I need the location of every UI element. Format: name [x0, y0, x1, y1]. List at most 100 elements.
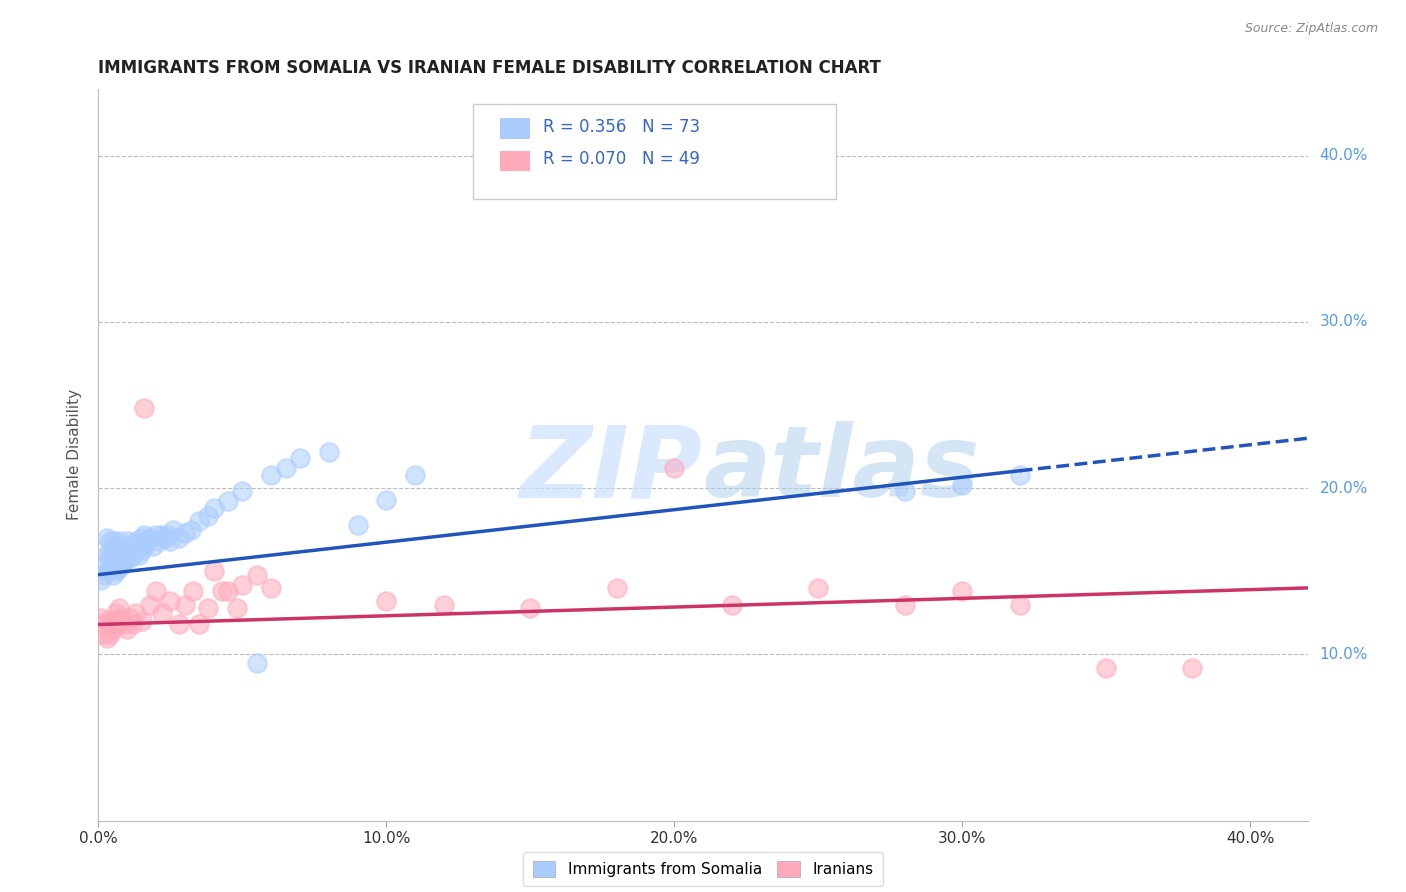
Point: [433, 598, 456, 612]
Point: [98, 561, 121, 575]
Text: 40.0%: 40.0%: [1320, 148, 1368, 163]
Point: [110, 611, 132, 625]
Point: [246, 656, 269, 670]
Point: [159, 534, 181, 549]
Text: R = 0.070   N = 49: R = 0.070 N = 49: [543, 150, 700, 168]
Point: [115, 551, 138, 566]
Point: [260, 581, 283, 595]
Point: [167, 531, 190, 545]
Point: [142, 539, 165, 553]
Point: [107, 548, 129, 562]
Point: [101, 534, 124, 549]
Point: [318, 444, 340, 458]
Point: [128, 539, 150, 553]
Point: [139, 531, 162, 545]
Point: [606, 581, 628, 595]
Point: [893, 484, 915, 499]
FancyBboxPatch shape: [501, 151, 530, 171]
Point: [145, 584, 167, 599]
Point: [131, 614, 153, 628]
Point: [211, 584, 233, 599]
Point: [98, 551, 121, 566]
Point: [346, 517, 368, 532]
Point: [231, 577, 253, 591]
FancyBboxPatch shape: [474, 103, 837, 199]
Point: [104, 539, 127, 553]
Text: Source: ZipAtlas.com: Source: ZipAtlas.com: [1244, 22, 1378, 36]
Point: [101, 544, 124, 558]
Point: [183, 584, 205, 599]
Point: [115, 623, 138, 637]
Point: [107, 534, 129, 549]
Text: 10.0%: 10.0%: [1320, 647, 1368, 662]
Point: [96, 631, 118, 645]
Point: [115, 544, 138, 558]
Y-axis label: Female Disability: Female Disability: [66, 389, 82, 521]
Point: [115, 534, 138, 549]
Point: [134, 401, 156, 416]
Text: atlas: atlas: [703, 421, 980, 518]
Point: [110, 556, 132, 570]
Point: [98, 627, 121, 641]
Text: R = 0.356   N = 73: R = 0.356 N = 73: [543, 119, 700, 136]
Point: [375, 492, 398, 507]
Point: [112, 548, 135, 562]
Point: [893, 598, 915, 612]
Point: [110, 544, 132, 558]
Point: [136, 534, 159, 549]
Point: [188, 515, 211, 529]
Point: [134, 527, 156, 541]
Point: [96, 531, 118, 545]
Point: [225, 600, 247, 615]
Point: [197, 600, 219, 615]
Point: [246, 567, 269, 582]
Point: [101, 561, 124, 575]
Point: [93, 567, 115, 582]
Point: [107, 561, 129, 575]
Point: [217, 584, 239, 599]
Point: [180, 523, 202, 537]
Point: [112, 539, 135, 553]
Point: [90, 573, 112, 587]
Point: [120, 611, 142, 625]
Point: [125, 534, 148, 549]
Point: [950, 584, 973, 599]
Point: [98, 544, 121, 558]
Point: [260, 467, 283, 482]
Point: [1095, 661, 1118, 675]
Point: [98, 617, 121, 632]
Point: [1008, 467, 1031, 482]
Text: 20.0%: 20.0%: [1320, 481, 1368, 496]
Text: 30.0%: 30.0%: [1320, 315, 1368, 329]
Point: [139, 598, 162, 612]
Point: [125, 542, 148, 557]
Point: [122, 617, 145, 632]
Point: [131, 542, 153, 557]
Point: [145, 527, 167, 541]
Point: [122, 548, 145, 562]
Point: [93, 627, 115, 641]
Text: ZIP: ZIP: [520, 421, 703, 518]
Point: [125, 606, 148, 620]
Point: [153, 531, 176, 545]
Point: [104, 551, 127, 566]
Point: [202, 501, 225, 516]
Point: [96, 548, 118, 562]
Point: [104, 556, 127, 570]
Point: [188, 617, 211, 632]
Point: [288, 451, 311, 466]
Point: [107, 600, 129, 615]
Point: [1181, 661, 1204, 675]
Point: [159, 594, 181, 608]
Point: [101, 623, 124, 637]
Point: [98, 534, 121, 549]
Point: [162, 523, 184, 537]
Point: [128, 548, 150, 562]
Point: [150, 606, 173, 620]
Point: [148, 534, 170, 549]
Point: [720, 598, 742, 612]
Point: [112, 617, 135, 632]
Point: [120, 542, 142, 557]
Point: [104, 606, 127, 620]
Point: [150, 527, 173, 541]
